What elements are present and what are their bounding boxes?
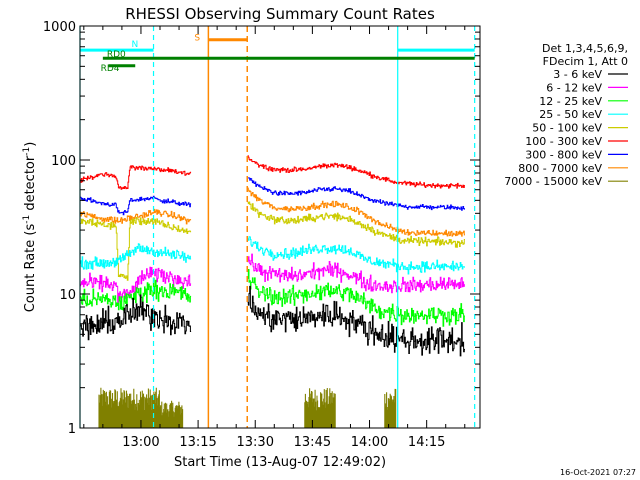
- series-line-4-1: [247, 236, 465, 275]
- plot-border: [79, 25, 481, 429]
- energy-band-bars-3: [384, 388, 397, 428]
- series-line-0-0: [80, 165, 192, 190]
- y-axis-label-part: -1: [22, 147, 32, 156]
- legend-label-5: 100 - 300 keV: [525, 135, 602, 148]
- x-tick-label-3: 13:45: [294, 435, 331, 450]
- x-tick-label-4: 14:00: [351, 435, 388, 450]
- x-tick-label-0: 13:00: [122, 435, 159, 450]
- legend-label-0: 3 - 6 keV: [553, 68, 602, 81]
- chart-title: RHESSI Observing Summary Count Rates: [125, 5, 435, 23]
- y-axis-label-part: ): [23, 142, 38, 147]
- y-axis-label: Count Rate (s-1 detector-1): [22, 142, 38, 313]
- y-tick-label-2: 100: [51, 154, 76, 169]
- legend-header-1: FDecim 1, Att 0: [543, 55, 628, 68]
- series-line-6-1: [247, 269, 465, 327]
- energy-band-bars-2: [304, 388, 336, 428]
- series-line-2-0: [80, 208, 192, 225]
- legend: Det 1,3,4,5,6,9,FDecim 1, Att 03 - 6 keV…: [504, 42, 628, 188]
- legend-label-8: 7000 - 15000 keV: [504, 175, 602, 188]
- series-line-1-1: [247, 177, 465, 211]
- y-axis-label-part: detector: [23, 155, 38, 215]
- energy-band-bars-0: [98, 387, 160, 428]
- series-line-6-0: [80, 277, 192, 311]
- marker-label-rd0: RD0: [107, 50, 126, 60]
- series-line-1-0: [80, 195, 192, 216]
- legend-label-1: 6 - 12 keV: [546, 81, 602, 94]
- series-line-4-0: [80, 243, 192, 270]
- x-tick-label-2: 13:30: [237, 435, 274, 450]
- footer-timestamp: 16-Oct-2021 07:27: [560, 468, 636, 477]
- y-tick-label-3: 1000: [43, 20, 76, 35]
- legend-label-6: 300 - 800 keV: [525, 148, 602, 161]
- marker-label-rd4: RD4: [101, 64, 120, 74]
- marker-label-s: S: [194, 34, 200, 44]
- series-line-3-0: [80, 216, 192, 281]
- plot-frame: [79, 25, 481, 429]
- marker-label-n: N: [132, 40, 139, 50]
- legend-label-2: 12 - 25 keV: [539, 95, 602, 108]
- legend-header-0: Det 1,3,4,5,6,9,: [542, 42, 628, 55]
- series-line-7-1: [247, 285, 465, 357]
- y-tick-label-1: 10: [59, 288, 76, 303]
- series-line-5-1: [247, 253, 465, 294]
- x-tick-label-1: 13:15: [179, 435, 216, 450]
- x-tick-label-5: 14:15: [408, 435, 445, 450]
- y-axis-label-part: Count Rate (s: [23, 224, 38, 313]
- legend-label-3: 25 - 50 keV: [539, 108, 602, 121]
- legend-label-7: 800 - 7000 keV: [518, 162, 602, 175]
- series-line-2-1: [247, 187, 465, 237]
- y-tick-label-0: 1: [68, 422, 76, 437]
- legend-label-4: 50 - 100 keV: [532, 122, 602, 135]
- y-axis-label-part: -1: [22, 215, 32, 224]
- series-line-5-0: [80, 266, 192, 304]
- series-line-7-0: [80, 294, 192, 341]
- series-line-0-1: [247, 155, 465, 189]
- x-axis-label: Start Time (13-Aug-07 12:49:02): [174, 455, 386, 470]
- energy-band-bars-1: [159, 400, 184, 428]
- series-line-3-1: [247, 201, 465, 248]
- plot-lines: N S RD0 RD4: [79, 26, 476, 428]
- x-axis: 13:00 13:15 13:30 13:45 14:00 14:15: [83, 26, 466, 450]
